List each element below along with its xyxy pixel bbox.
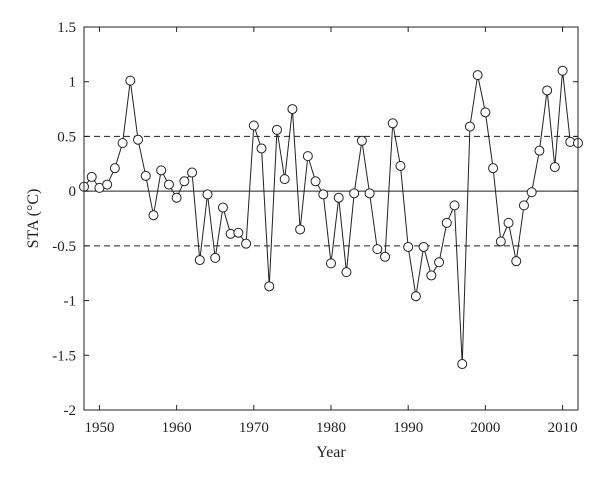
data-point-1971 (256, 143, 267, 154)
x-tick-label: 2010 (548, 420, 578, 436)
data-point-1954 (125, 75, 136, 86)
data-point-1960 (171, 192, 182, 203)
data-point-1949 (86, 171, 97, 182)
data-point-2000 (480, 107, 491, 118)
data-point-1970 (248, 120, 259, 131)
x-axis-ticks: 1950 1960 1970 1980 1990 2000 2010 (84, 27, 578, 436)
data-point-1957 (148, 210, 159, 221)
data-point-1962 (187, 167, 198, 178)
data-point-1983 (349, 188, 360, 199)
data-point-1981 (333, 192, 344, 203)
data-point-1984 (356, 135, 367, 146)
x-axis-label: Year (316, 444, 346, 461)
y-axis-ticks: 1.5 1 0.5 0 -0.5 -1 -1.5 -2 (52, 20, 578, 419)
y-tick-label: 0.5 (57, 129, 76, 145)
data-point-1955 (133, 134, 144, 145)
data-point-1968 (233, 227, 244, 238)
data-point-1997 (457, 359, 468, 370)
data-point-1973 (271, 124, 282, 135)
data-point-2004 (511, 256, 522, 267)
data-point-1991 (410, 291, 421, 302)
data-point-1978 (310, 176, 321, 187)
data-point-2010 (557, 65, 568, 76)
y-tick-label: 1 (69, 75, 77, 91)
y-tick-label: -1.5 (52, 348, 76, 364)
data-point-1992 (418, 241, 429, 252)
data-point-1965 (210, 252, 221, 263)
data-point-2003 (503, 217, 514, 228)
data-point-1969 (241, 238, 252, 249)
data-point-1994 (434, 257, 445, 268)
data-point-1952 (109, 163, 120, 174)
data-point-1980 (326, 258, 336, 269)
y-axis-label: STA (°C) (25, 189, 42, 249)
data-point-1974 (279, 174, 290, 185)
data-point-2001 (488, 163, 499, 174)
data-point-1990 (403, 241, 414, 252)
y-tick-label: -0.5 (52, 239, 76, 255)
data-point-1977 (302, 151, 313, 162)
data-point-1993 (426, 270, 437, 281)
data-point-1959 (163, 179, 174, 190)
data-point-1951 (102, 179, 113, 190)
data-point-1979 (318, 189, 329, 200)
data-point-1956 (140, 170, 151, 181)
data-point-1998 (464, 121, 475, 132)
data-point-1975 (287, 104, 298, 115)
series-polyline (83, 70, 579, 365)
data-point-1958 (156, 165, 167, 176)
data-point-1985 (364, 188, 375, 199)
data-points (79, 65, 583, 370)
data-point-2005 (518, 200, 529, 211)
x-tick-label: 1990 (393, 420, 423, 436)
y-tick-label: 0 (69, 184, 77, 200)
x-tick-label: 1950 (84, 420, 114, 436)
data-point-1989 (395, 160, 406, 171)
data-point-1987 (380, 251, 391, 262)
data-point-1982 (341, 267, 352, 278)
data-point-2006 (526, 187, 537, 198)
data-point-2002 (495, 236, 506, 247)
data-point-2008 (542, 85, 553, 96)
data-point-2007 (534, 145, 545, 156)
data-point-1963 (194, 255, 205, 266)
data-point-1976 (295, 224, 306, 235)
data-point-1996 (449, 200, 460, 211)
x-tick-label: 1960 (162, 420, 192, 436)
data-point-1988 (387, 118, 398, 129)
y-tick-label: 1.5 (57, 20, 76, 36)
x-tick-label: 1980 (316, 420, 346, 436)
y-tick-label: -1 (64, 294, 77, 310)
y-tick-label: -2 (64, 403, 77, 419)
x-tick-label: 2000 (470, 420, 500, 436)
plot-frame (83, 26, 579, 411)
data-point-1953 (117, 137, 128, 148)
data-point-2009 (549, 162, 560, 173)
data-point-1966 (217, 202, 228, 213)
series-line (83, 70, 579, 365)
data-point-1972 (264, 281, 275, 292)
data-point-1995 (441, 217, 452, 228)
data-point-1999 (472, 70, 483, 81)
x-tick-label: 1970 (239, 420, 269, 436)
data-point-1964 (202, 189, 213, 200)
data-point-1986 (372, 244, 383, 255)
data-point-1961 (179, 176, 190, 187)
